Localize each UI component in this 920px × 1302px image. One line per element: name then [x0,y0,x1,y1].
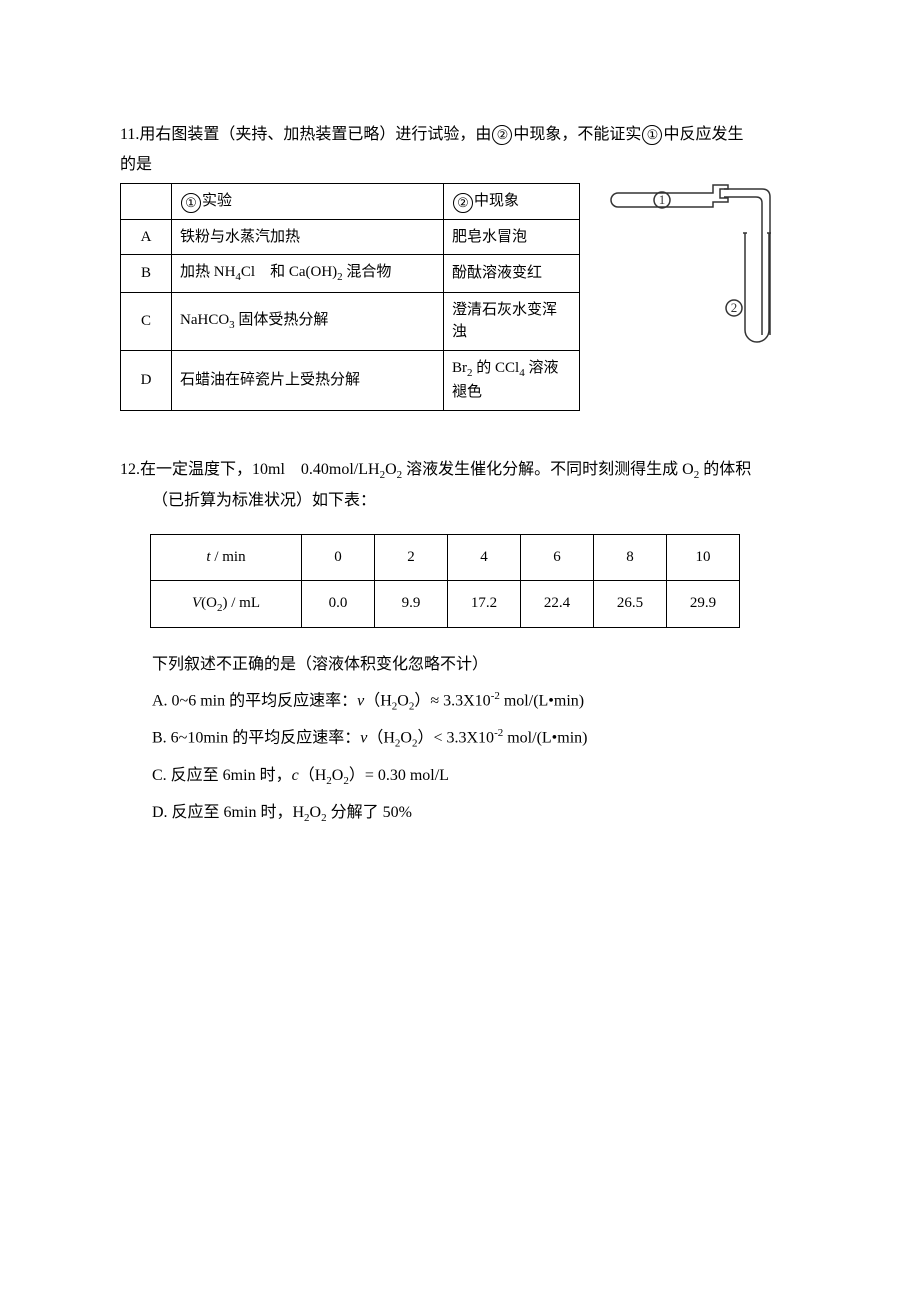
row-d-phen: Br2 的 CCl4 溶液褪色 [444,350,580,410]
q11-stem-a: 用右图装置（夹持、加热装置已略）进行试验，由 [139,126,491,143]
q11-number: 11. [120,126,139,143]
svg-text:2: 2 [731,300,738,315]
row-c-phen: 澄清石灰水变浑浊 [444,292,580,350]
q12-data-table: t / min 0 2 4 6 8 10 V(O2) / mL 0.0 9.9 … [150,534,740,627]
data-label-v: V(O2) / mL [151,580,302,627]
q11-stem: 11.用右图装置（夹持、加热装置已略）进行试验，由②中现象，不能证实①中反应发生… [120,120,790,181]
header-phenomenon: ②中现象 [444,183,580,219]
q12-stem-line2: （已折算为标准状况）如下表： [120,486,790,516]
row-a-exp: 铁粉与水蒸汽加热 [172,219,444,255]
q11-stem-b: 中现象，不能证实 [513,126,641,143]
circled-1-icon: ① [181,193,201,213]
row-c-exp: NaHCO3 固体受热分解 [172,292,444,350]
row-b-phen: 酚酞溶液变红 [444,255,580,293]
v-val: 29.9 [667,580,740,627]
q12-stem-b: 溶液发生催化分解。不同时刻测得生成 O [402,461,694,478]
circled-1-icon: ① [642,125,662,145]
t-val: 4 [448,535,521,581]
row-label-c: C [121,292,172,350]
flask-tube-icon: 1 2 [598,175,778,350]
option-c: C. 反应至 6min 时，c（H2O2）= 0.30 mol/L [120,761,790,792]
data-row-v: V(O2) / mL 0.0 9.9 17.2 22.4 26.5 29.9 [151,580,740,627]
q12-stem-a: 在一定温度下，10ml 0.40mol/LH [140,461,380,478]
q12-options: 下列叙述不正确的是（溶液体积变化忽略不计） A. 0~6 min 的平均反应速率… [120,650,790,829]
t-val: 8 [594,535,667,581]
v-val: 9.9 [375,580,448,627]
table-row: C NaHCO3 固体受热分解 澄清石灰水变浑浊 [121,292,580,350]
data-row-t: t / min 0 2 4 6 8 10 [151,535,740,581]
option-d: D. 反应至 6min 时，H2O2 分解了 50% [120,798,790,829]
q11-stem-c: 中反应发生 [663,126,743,143]
apparatus-diagram: 1 2 [598,175,778,361]
table-row: A 铁粉与水蒸汽加热 肥皂水冒泡 [121,219,580,255]
v-val: 26.5 [594,580,667,627]
circled-2-icon: ② [492,125,512,145]
row-d-exp: 石蜡油在碎瓷片上受热分解 [172,350,444,410]
option-b: B. 6~10min 的平均反应速率：v（H2O2）< 3.3X10-2 mol… [120,723,790,754]
table-row: B 加热 NH4Cl 和 Ca(OH)2 混合物 酚酞溶液变红 [121,255,580,293]
q12-stem: 12.在一定温度下，10ml 0.40mol/LH2O2 溶液发生催化分解。不同… [120,455,790,516]
row-label-a: A [121,219,172,255]
table-row: D 石蜡油在碎瓷片上受热分解 Br2 的 CCl4 溶液褪色 [121,350,580,410]
t-val: 10 [667,535,740,581]
v-val: 22.4 [521,580,594,627]
header-experiment: ①实验 [172,183,444,219]
row-a-phen: 肥皂水冒泡 [444,219,580,255]
q11-table: ①实验 ②中现象 A 铁粉与水蒸汽加热 肥皂水冒泡 B 加热 NH4Cl 和 C… [120,183,580,411]
q12-number: 12. [120,461,140,478]
circled-2-icon: ② [453,193,473,213]
question-12: 12.在一定温度下，10ml 0.40mol/LH2O2 溶液发生催化分解。不同… [120,455,790,829]
q11-table-wrap: ①实验 ②中现象 A 铁粉与水蒸汽加热 肥皂水冒泡 B 加热 NH4Cl 和 C… [120,183,790,411]
row-label-b: B [121,255,172,293]
t-val: 2 [375,535,448,581]
data-label-t: t / min [151,535,302,581]
t-val: 0 [302,535,375,581]
row-label-d: D [121,350,172,410]
q12-lead: 下列叙述不正确的是（溶液体积变化忽略不计） [120,650,790,680]
svg-text:1: 1 [659,192,666,207]
table-header-row: ①实验 ②中现象 [121,183,580,219]
q11-stem-line2: 的是 [120,150,790,180]
t-val: 6 [521,535,594,581]
q12-stem-c: 的体积 [699,461,751,478]
option-a: A. 0~6 min 的平均反应速率：v（H2O2）≈ 3.3X10-2 mol… [120,686,790,717]
v-val: 0.0 [302,580,375,627]
question-11: 11.用右图装置（夹持、加热装置已略）进行试验，由②中现象，不能证实①中反应发生… [120,120,790,411]
row-b-exp: 加热 NH4Cl 和 Ca(OH)2 混合物 [172,255,444,293]
header-blank [121,183,172,219]
v-val: 17.2 [448,580,521,627]
